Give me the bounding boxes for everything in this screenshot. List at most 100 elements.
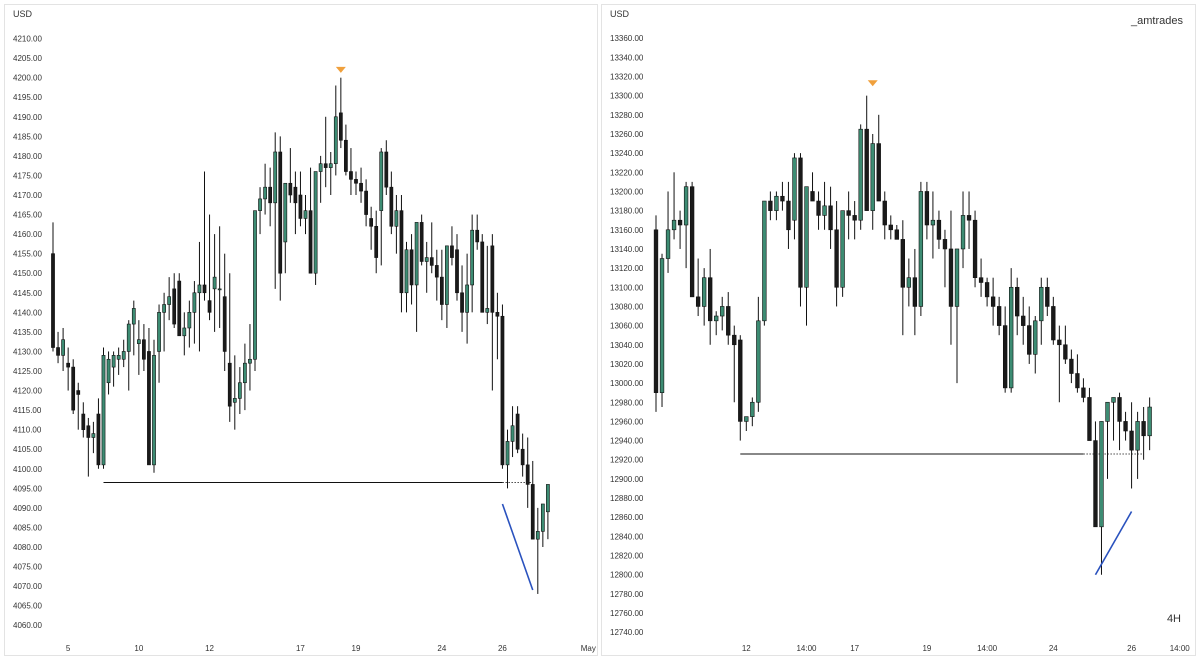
y-tick-label: 4155.00 [13,250,42,259]
bull-candle-body [91,433,96,438]
candle [936,210,942,249]
candle [954,248,960,384]
candle [984,277,990,307]
candle [701,268,707,326]
y-tick-label: 4140.00 [13,308,42,317]
candle [237,367,242,415]
bear-candle-body [846,210,851,216]
x-tick-label: 12 [205,644,214,653]
candle [756,296,761,412]
candle [495,292,500,360]
bull-candle-body [152,355,156,466]
bull-candle-body [217,288,222,291]
candle [354,171,358,195]
candle [822,181,827,230]
right-chart-panel[interactable]: USD _amtrades 4H 12740.00 12760.00 12780.0… [601,4,1196,656]
bear-candle-body [172,288,177,325]
bull-candle-body [1099,421,1104,528]
bull-candle-body [248,358,252,364]
candle [1033,316,1038,374]
y-tick-label: 13080.00 [610,302,644,311]
y-tick-label: 13180.00 [610,207,644,216]
candle [1063,325,1068,364]
y-tick-label: 13060.00 [610,322,644,331]
candle [328,151,333,195]
candle [810,172,815,202]
candle [912,248,918,336]
x-tick-label: 14:00 [796,644,817,653]
bull-candle-body [1135,421,1140,451]
candle [738,335,743,441]
x-tick-label: 26 [1127,644,1136,653]
x-tick-label: 24 [437,644,446,653]
candle [1051,296,1056,345]
candle [152,339,156,473]
candle [870,133,875,230]
y-tick-label: 13340.00 [610,53,644,62]
candle [490,234,495,391]
candle [429,222,434,274]
candle [732,325,737,403]
bear-candle-body [323,163,328,168]
candle [762,200,767,326]
candle [318,155,323,203]
bear-candle-body [1021,315,1026,326]
candle [774,191,779,221]
bull-candle-body [424,257,429,262]
bear-candle-body [278,151,283,274]
candle [500,304,505,469]
bull-candle-body [404,249,409,294]
bear-candle-body [1081,387,1086,398]
bear-candle-body [708,277,713,322]
candle [768,191,773,221]
bear-candle-body [293,186,298,204]
bull-candle-body [505,441,510,466]
candle [798,153,803,307]
candle [671,172,677,240]
candle [1069,349,1074,384]
bear-candle-body [1141,421,1146,437]
y-tick-label: 13000.00 [610,379,644,388]
candle [116,347,121,375]
y-tick-label: 4185.00 [13,132,42,141]
bull-candle-body [212,276,217,290]
bull-candle-body [263,186,267,200]
y-tick-label: 4090.00 [13,504,42,513]
bear-candle-body [369,218,374,227]
y-tick-label: 4165.00 [13,211,42,220]
bear-candle-body [689,186,695,298]
bear-candle-body [490,245,495,313]
bull-candle-body [283,182,288,243]
y-tick-label: 12820.00 [610,552,644,561]
bull-candle-body [960,215,966,250]
bear-candle-body [912,277,918,307]
candle [990,277,996,326]
x-tick-label: 10 [134,644,143,653]
bear-candle-body [177,280,182,337]
x-tick-label: 17 [296,644,305,653]
candle [677,210,683,249]
left-chart-panel[interactable]: USD 4060.00 4065.00 4070.00 4075.00 4080.00 4… [4,4,598,656]
candle [834,201,839,307]
right-candlestick-chart[interactable]: 12740.00 12760.00 12780.00 12800.00 12820.00… [602,5,1197,657]
left-candlestick-chart[interactable]: 4060.00 4065.00 4070.00 4075.00 4080.00 4085.… [5,5,599,657]
candle [167,277,172,321]
x-tick-label: 17 [850,644,859,653]
candle [404,241,409,313]
candle [525,437,530,508]
y-tick-label: 4125.00 [13,367,42,376]
candle [978,258,984,297]
x-tick-label: 5 [66,644,71,653]
bear-candle-body [429,257,434,266]
y-tick-label: 13140.00 [610,245,644,254]
bull-candle-body [535,531,540,540]
candle [288,148,293,203]
y-tick-label: 4115.00 [13,406,42,415]
bear-candle-body [1063,344,1068,360]
bull-candle-body [683,186,689,226]
bull-candle-body [136,339,141,344]
bear-candle-body [1027,325,1032,355]
bear-candle-body [978,277,984,283]
bull-candle-body [1009,286,1014,389]
candle [243,343,247,411]
